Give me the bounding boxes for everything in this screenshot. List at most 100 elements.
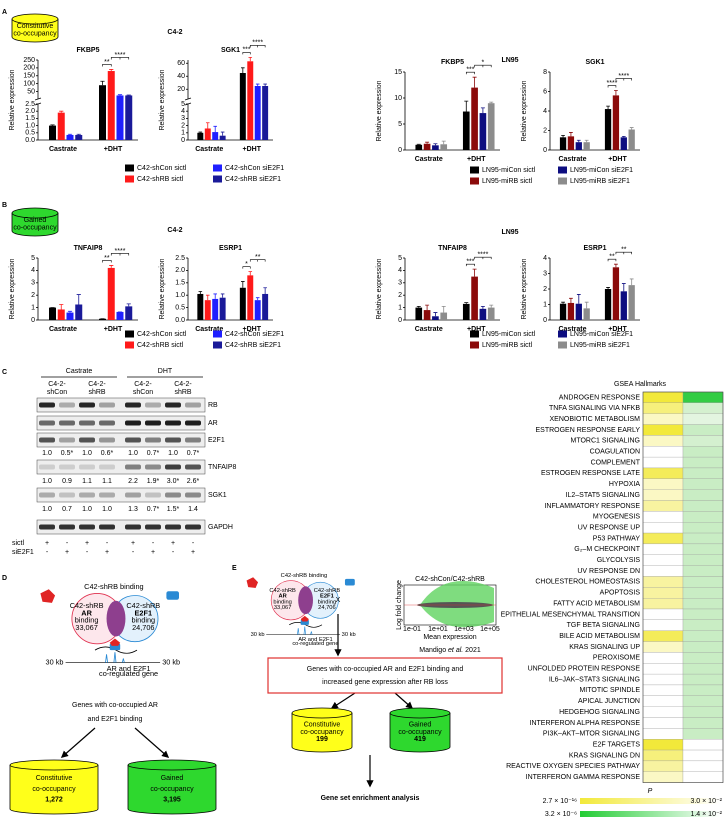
chart-title: SGK1 [221, 47, 240, 54]
protein-icon [246, 577, 259, 588]
blot-band [185, 464, 201, 470]
treatment-sign: + [105, 549, 109, 556]
blot-band [79, 524, 95, 530]
venn-overlap [298, 586, 313, 615]
quant-value: 2.6* [187, 478, 200, 485]
quant-value: 2.2 [128, 478, 138, 485]
heatmap-title: GSEA Hallmarks [614, 381, 667, 388]
heatmap-cell [642, 652, 684, 664]
error-bar [629, 278, 634, 286]
venn-label: 24,706 [318, 605, 336, 611]
legend-swatch [470, 177, 479, 185]
cell-line-label: shCon [133, 389, 153, 396]
box-text: Genes with co-occupied AR and E2F1 bindi… [307, 666, 464, 673]
error-bar [629, 127, 634, 130]
axis-break [34, 97, 42, 101]
row-label: E2F TARGETS [593, 741, 641, 748]
legend-label: LN95-miRB siE2F1 [570, 178, 630, 185]
venn-label: AR [278, 594, 287, 600]
protein-icon [300, 615, 309, 622]
group-heading: LN95 [501, 229, 518, 236]
protein-icon [40, 589, 56, 603]
error-bar [584, 139, 589, 143]
heatmap-cell [682, 402, 724, 414]
y-tick-label: 1 [31, 304, 35, 311]
heatmap-cell [642, 771, 684, 783]
significance-label: ** [609, 254, 615, 261]
error-bar [126, 303, 131, 307]
treatment-sign: - [86, 549, 89, 556]
cylinder-count: 3,195 [163, 797, 181, 804]
significance-bracket [102, 260, 112, 263]
treatment-sign: + [191, 549, 195, 556]
y-axis-label: Relative expression [376, 258, 383, 319]
legend-title: P [648, 788, 653, 795]
venn-title: C42-shRB binding [281, 573, 328, 579]
row-label: IL6–JAK–STAT3 SIGNALING [549, 676, 640, 683]
protein-label: AR [208, 420, 218, 427]
ma-x-tick: 1e+05 [480, 626, 500, 633]
cylinder-top [291, 707, 353, 719]
cylinder-label: co-occupancy [13, 224, 57, 231]
heatmap-cell [682, 663, 724, 675]
heatmap-frame [642, 391, 724, 783]
bar [487, 307, 495, 320]
heatmap-cell [682, 760, 724, 772]
heatmap-cell [642, 630, 684, 642]
panel-label: A [2, 9, 7, 16]
row-label: HEDGEHOG SIGNALING [559, 709, 640, 716]
ma-x-tick: 1e-01 [403, 626, 421, 633]
legend-label: C42-shRB sictl [137, 342, 184, 349]
error-bar [606, 105, 610, 110]
quant-value: 1.0 [102, 506, 112, 513]
cylinder-label: Gained [24, 217, 47, 224]
row-label: KRAS SIGNALING UP [569, 644, 640, 651]
treatment-sign: + [171, 540, 175, 547]
quant-value: 0.9 [62, 478, 72, 485]
treatment-label: siE2F1 [12, 549, 34, 556]
legend-swatch [213, 164, 222, 172]
y-tick-label: 0 [398, 147, 402, 154]
blot-band [145, 492, 161, 498]
cylinder-count: 1,272 [45, 797, 63, 804]
y-tick-label: 1 [398, 304, 402, 311]
x-tick-label: Castrate [558, 156, 586, 163]
gene-label: AR and E2F1 [107, 664, 151, 673]
group-heading: LN95 [501, 57, 518, 64]
bar [99, 85, 106, 140]
significance-label: **** [477, 252, 488, 259]
blot-band [165, 420, 181, 426]
heatmap-cell [682, 565, 724, 577]
legend-label: C42-shRB sictl [137, 176, 184, 183]
bar [628, 129, 635, 150]
heatmap-cell [642, 500, 684, 512]
bar [49, 125, 56, 140]
bar [440, 144, 448, 150]
row-label: G₂–M CHECKPOINT [574, 546, 640, 553]
chart-title: SGK1 [585, 59, 604, 66]
venn-diagram: C42-shRB bindingC42-shRBARbinding33,067C… [40, 582, 180, 678]
blot-band [39, 492, 55, 498]
ma-x-label: Mean expression [423, 634, 476, 641]
row-label: UV RESPONSE UP [578, 524, 641, 531]
error-bar [614, 90, 618, 96]
row-label: FATTY ACID METABOLISM [553, 600, 640, 607]
heatmap-cell [682, 489, 724, 501]
blot-band [39, 524, 55, 530]
cylinder-label: co-occupancy [32, 786, 76, 793]
blot-band [145, 402, 161, 408]
blot-band [125, 524, 141, 530]
cylinder-label: Constitutive [304, 722, 341, 729]
y-tick-label: 2.0 [25, 108, 35, 115]
quant-value: 1.1 [102, 478, 112, 485]
protein-label: RB [208, 402, 218, 409]
row-label: GLYCOLYSIS [597, 557, 641, 564]
cylinder-body [9, 765, 99, 815]
bar [107, 71, 115, 140]
heatmap-cell [682, 749, 724, 762]
y-tick-label: 0 [181, 137, 185, 144]
error-bar [205, 122, 210, 129]
quant-value: 1.0 [42, 478, 52, 485]
